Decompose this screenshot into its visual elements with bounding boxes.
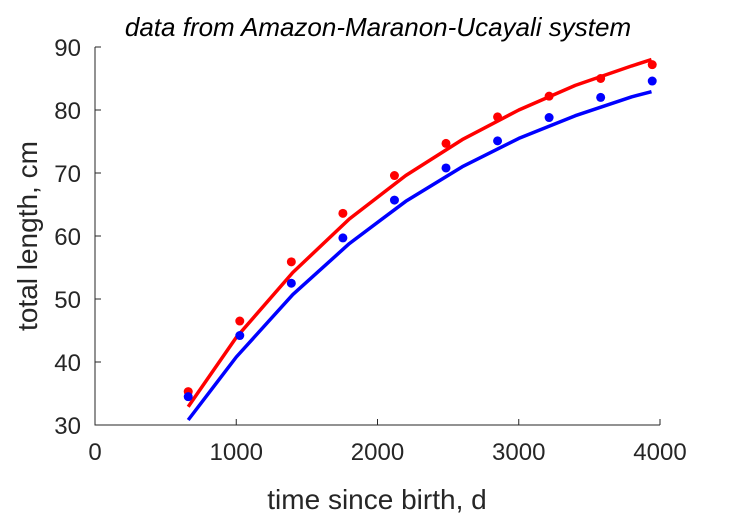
y-axis-label: total length, cm xyxy=(12,141,43,331)
data-point xyxy=(493,112,503,122)
fit-line-3 xyxy=(186,90,652,422)
data-point xyxy=(596,92,606,102)
data-point xyxy=(286,278,296,288)
x-tick-label: 2000 xyxy=(351,439,404,466)
data-point xyxy=(235,331,245,341)
data-points xyxy=(183,60,657,402)
data-point xyxy=(286,257,296,267)
data-point xyxy=(647,76,657,86)
x-tick-label: 4000 xyxy=(633,439,686,466)
x-tick-label: 1000 xyxy=(210,439,263,466)
y-tick-label: 60 xyxy=(54,224,81,251)
y-tick-label: 90 xyxy=(54,35,81,62)
data-point xyxy=(493,136,503,146)
x-axis-label: time since birth, d xyxy=(267,484,486,515)
data-point xyxy=(235,316,245,326)
y-ticks: 30 40 50 60 70 80 90 xyxy=(54,35,101,440)
x-tick-label: 3000 xyxy=(492,439,545,466)
fit-lines xyxy=(186,57,653,422)
x-ticks: 0 1000 2000 3000 4000 xyxy=(88,419,687,466)
data-point xyxy=(441,138,451,148)
data-point xyxy=(544,113,554,123)
y-tick-label: 80 xyxy=(54,98,81,125)
x-tick-label: 0 xyxy=(88,439,101,466)
y-tick-label: 50 xyxy=(54,287,81,314)
data-point xyxy=(544,91,554,101)
data-point xyxy=(389,195,399,205)
data-point xyxy=(389,171,399,181)
chart-title: data from Amazon-Maranon-Ucayali system xyxy=(125,12,631,42)
axis-frame xyxy=(94,47,660,426)
data-point xyxy=(183,392,193,402)
data-point xyxy=(596,74,606,83)
data-point xyxy=(647,60,657,70)
y-tick-label: 40 xyxy=(54,350,81,377)
data-point xyxy=(441,163,451,173)
data-point xyxy=(338,208,348,218)
y-tick-label: 30 xyxy=(54,413,81,440)
data-point xyxy=(338,233,348,243)
axes xyxy=(94,47,660,426)
y-tick-label: 70 xyxy=(54,161,81,188)
